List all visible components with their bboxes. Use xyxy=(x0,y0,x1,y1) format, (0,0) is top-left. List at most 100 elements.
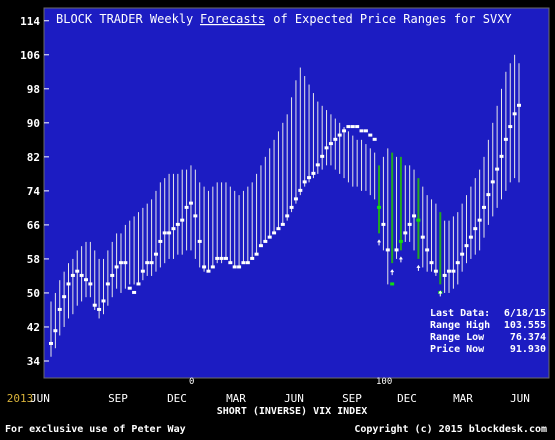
x-tick-label: 2013 xyxy=(7,392,34,405)
price-marker xyxy=(276,227,281,231)
price-marker xyxy=(232,265,237,269)
price-marker xyxy=(83,278,88,282)
price-marker xyxy=(92,303,97,307)
price-marker xyxy=(250,256,255,260)
price-marker xyxy=(307,176,312,180)
y-tick-label: 98 xyxy=(27,83,40,96)
x-tick-label: SEP xyxy=(108,392,128,405)
y-tick-label: 34 xyxy=(27,355,41,368)
price-marker xyxy=(517,103,521,107)
chart-title-part-3: of Expected Price Ranges for SVXY xyxy=(266,12,512,26)
price-marker xyxy=(311,171,316,175)
price-marker xyxy=(223,256,228,260)
price-marker xyxy=(363,129,368,133)
price-marker xyxy=(403,231,408,235)
price-marker xyxy=(324,146,329,150)
price-marker xyxy=(175,222,180,226)
price-marker xyxy=(180,218,185,222)
price-marker xyxy=(149,261,154,265)
x-tick-label: SEP xyxy=(342,392,362,405)
price-marker xyxy=(167,231,172,235)
price-marker xyxy=(254,252,259,256)
price-marker xyxy=(258,244,263,248)
price-marker xyxy=(70,273,75,277)
price-marker xyxy=(315,163,320,167)
price-marker xyxy=(512,112,517,116)
price-marker xyxy=(398,239,403,243)
scale-marker-100: 100 xyxy=(376,377,392,387)
price-marker xyxy=(298,188,303,192)
up-arrow-icon xyxy=(377,239,382,246)
price-now-label: Price Now xyxy=(430,343,485,355)
price-marker xyxy=(328,142,333,146)
price-marker xyxy=(368,133,373,137)
price-marker xyxy=(188,201,193,205)
price-marker xyxy=(508,125,513,129)
price-marker xyxy=(215,256,220,260)
price-marker xyxy=(412,214,417,218)
price-marker xyxy=(127,286,132,290)
price-marker xyxy=(486,193,491,197)
price-marker xyxy=(433,269,438,273)
price-marker xyxy=(57,307,62,311)
scale-marker-0: 0 xyxy=(189,377,194,387)
price-marker xyxy=(425,248,430,252)
y-tick-label: 114 xyxy=(20,15,40,28)
price-marker xyxy=(118,261,123,265)
price-marker xyxy=(206,269,211,273)
price-marker xyxy=(350,125,355,129)
price-marker xyxy=(245,261,250,265)
price-marker xyxy=(114,265,119,269)
price-marker xyxy=(101,299,106,303)
price-marker xyxy=(97,307,102,311)
price-marker xyxy=(66,282,71,286)
summary-box: Last Data: 6/18/15 Range High 103.555 Ra… xyxy=(430,308,546,355)
footer-copyright: Copyright (c) 2015 blockdesk.com xyxy=(354,423,547,435)
price-marker xyxy=(123,261,128,265)
chart-title-part-2: Forecasts xyxy=(200,12,265,26)
price-marker xyxy=(342,129,347,133)
x-tick-label: DEC xyxy=(397,392,417,405)
price-marker xyxy=(53,329,58,333)
range-bars xyxy=(50,54,520,357)
price-marker xyxy=(75,269,80,273)
x-tick-label: DEC xyxy=(167,392,187,405)
price-marker xyxy=(280,222,285,226)
price-marker xyxy=(394,248,399,252)
x-tick-label: JUN xyxy=(284,392,304,405)
range-high-label: Range High xyxy=(430,319,490,331)
x-axis-title: SHORT (INVERSE) VIX INDEX xyxy=(217,406,368,417)
highlight-arrows xyxy=(377,239,443,297)
y-tick-label: 106 xyxy=(20,49,40,62)
price-marker xyxy=(420,235,425,239)
price-marker xyxy=(263,239,268,243)
price-marker xyxy=(372,137,377,141)
price-marker xyxy=(320,154,325,158)
price-marker xyxy=(49,341,53,345)
y-tick-label: 90 xyxy=(27,117,40,130)
y-tick-label: 42 xyxy=(27,321,40,334)
price-marker xyxy=(451,269,456,273)
price-marker xyxy=(429,261,434,265)
x-tick-label: JUN xyxy=(30,392,50,405)
price-marker xyxy=(145,261,150,265)
price-marker xyxy=(140,269,145,273)
range-high-value: 103.555 xyxy=(504,320,546,331)
price-marker xyxy=(359,129,364,133)
range-low-value: 76.374 xyxy=(510,332,546,343)
price-marker xyxy=(355,125,360,129)
price-marker xyxy=(171,227,176,231)
price-marker xyxy=(79,273,84,277)
price-marker xyxy=(460,252,465,256)
plot-area xyxy=(43,7,550,379)
up-arrow-icon xyxy=(416,264,421,271)
price-marker xyxy=(228,261,233,265)
y-tick-label: 66 xyxy=(27,219,41,232)
price-marker xyxy=(503,137,508,141)
price-marker xyxy=(88,282,93,286)
footer-exclusive-use: For exclusive use of Peter Way xyxy=(5,423,186,435)
y-axis: 34 42 50 58 66 74 82 90 98 106 114 xyxy=(20,15,49,368)
range-low-label: Range Low xyxy=(430,332,485,343)
